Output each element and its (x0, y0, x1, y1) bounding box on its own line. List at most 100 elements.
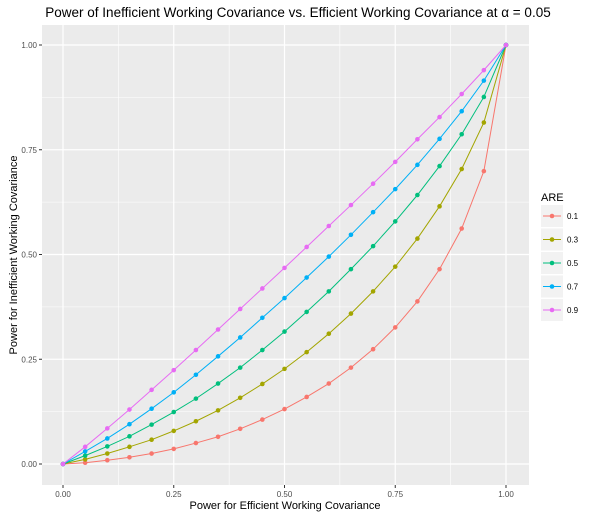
data-point (348, 311, 354, 316)
data-point (127, 444, 132, 450)
x-axis: 0.00 0.25 0.50 0.75 1.00 (55, 485, 514, 499)
legend-title: ARE (541, 192, 564, 204)
data-point (215, 434, 221, 440)
data-point (260, 417, 265, 422)
data-point (459, 226, 465, 231)
data-point (127, 434, 132, 439)
data-point (82, 457, 88, 462)
y-axis: 0.00 0.25 0.50 0.75 1.00 (21, 41, 42, 469)
series-layer (60, 42, 509, 467)
data-point (215, 327, 221, 332)
data-point (392, 325, 398, 330)
data-point (392, 186, 398, 192)
data-point (481, 94, 487, 100)
data-point (370, 346, 376, 352)
data-point (459, 131, 465, 137)
data-point (127, 421, 132, 427)
data-point (105, 426, 110, 431)
data-point (171, 428, 177, 434)
data-point (348, 202, 354, 208)
data-point (260, 315, 265, 321)
data-point (215, 354, 221, 359)
x-tick-label: 0.25 (166, 490, 182, 499)
data-point (171, 409, 177, 415)
y-tick-label: 1.00 (21, 41, 37, 50)
y-axis-title: Power for Inefficient Working Covariance (8, 156, 20, 355)
data-point (459, 108, 465, 114)
data-point (481, 120, 487, 125)
data-point (326, 289, 332, 294)
data-point (304, 244, 309, 250)
data-point (481, 67, 487, 73)
data-point (82, 444, 88, 450)
data-point (149, 422, 154, 427)
data-point (127, 454, 132, 460)
data-point (237, 426, 243, 432)
data-point (260, 286, 265, 291)
data-point (437, 163, 442, 169)
data-point (437, 136, 442, 142)
x-tick-label: 0.75 (387, 490, 403, 499)
y-tick-label: 0.50 (21, 251, 37, 260)
legend-label: 0.7 (567, 283, 579, 292)
data-point (237, 335, 243, 340)
data-point (481, 168, 487, 174)
data-point (237, 365, 243, 370)
data-point (282, 406, 287, 412)
data-point (105, 451, 110, 456)
data-point (459, 166, 465, 172)
data-point (82, 453, 88, 458)
chart-title: Power of Inefficient Working Covariance … (45, 5, 550, 20)
y-tick-label: 0.75 (21, 146, 37, 155)
data-point (149, 437, 154, 442)
data-point (171, 390, 177, 395)
legend-item: 0.3 (541, 228, 579, 251)
data-point (149, 451, 154, 456)
series-0.3 (60, 42, 509, 467)
data-point (348, 232, 354, 238)
y-tick-label: 0.25 (21, 355, 37, 364)
data-point (282, 366, 287, 372)
data-point (171, 446, 177, 452)
data-point (370, 289, 376, 294)
legend: ARE 0.1 0.3 0.5 0.7 0.9 (541, 192, 579, 321)
data-point (193, 396, 199, 401)
data-point (503, 42, 509, 48)
x-tick-label: 0.50 (277, 490, 293, 499)
data-point (237, 395, 243, 401)
data-point (370, 243, 376, 249)
data-point (392, 159, 398, 165)
x-axis-title: Power for Efficient Working Covariance (190, 500, 381, 512)
data-point (304, 275, 309, 280)
y-tick-label: 0.00 (21, 460, 37, 469)
data-point (127, 407, 132, 412)
data-point (171, 367, 177, 373)
data-point (326, 381, 332, 386)
data-point (215, 381, 221, 386)
data-point (370, 181, 376, 186)
data-point (282, 265, 287, 271)
data-point (459, 91, 465, 97)
data-point (260, 381, 265, 387)
x-tick-label: 1.00 (498, 490, 514, 499)
data-point (105, 457, 110, 463)
data-point (437, 266, 442, 272)
data-point (193, 440, 199, 446)
data-point (348, 365, 354, 370)
legend-key-point (549, 237, 555, 242)
data-point (415, 236, 420, 241)
data-point (370, 209, 376, 215)
data-point (260, 347, 265, 353)
legend-key-point (549, 307, 555, 313)
data-point (304, 394, 309, 400)
data-point (415, 299, 420, 304)
data-point (149, 387, 154, 393)
data-point (392, 264, 398, 269)
data-point (149, 406, 154, 411)
data-point (215, 408, 221, 413)
legend-key-point (549, 260, 555, 266)
legend-item: 0.9 (541, 299, 579, 321)
legend-key-point (549, 284, 555, 289)
data-point (105, 444, 110, 449)
